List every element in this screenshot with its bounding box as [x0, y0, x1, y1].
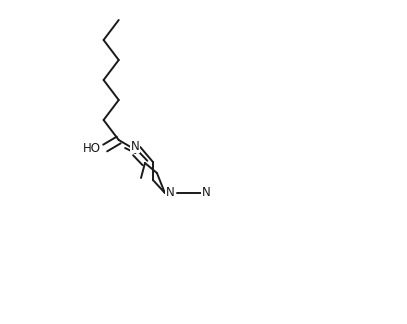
Text: N: N [131, 140, 140, 153]
Text: N: N [202, 187, 211, 200]
Text: HO: HO [83, 142, 101, 155]
Text: N: N [166, 187, 175, 200]
